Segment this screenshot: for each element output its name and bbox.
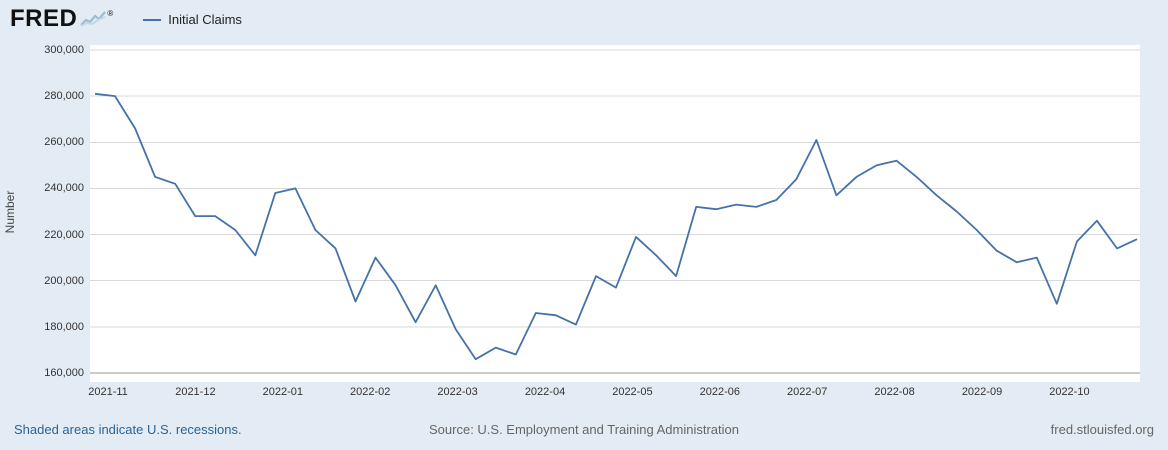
x-tick-label: 2021-12 <box>175 386 216 398</box>
x-tick-label: 2022-08 <box>874 386 915 398</box>
registered-mark: ® <box>107 9 114 18</box>
x-tick-label: 2022-07 <box>787 386 828 398</box>
source-text: Source: U.S. Employment and Training Adm… <box>429 422 739 437</box>
x-tick-label: 2022-09 <box>961 386 1003 398</box>
legend-line-swatch <box>143 18 162 21</box>
fred-logo-chart-icon <box>80 11 107 27</box>
initial-claims-line[interactable] <box>94 92 1138 361</box>
x-tick-label: 2022-01 <box>262 386 303 398</box>
fred-site-link[interactable]: fred.stlouisfed.org <box>1050 422 1154 437</box>
x-tick-label: 2022-06 <box>699 386 740 398</box>
fred-logo-text: FRED <box>10 5 78 32</box>
line-chart-svg <box>90 49 1140 374</box>
y-tick-label: 160,000 <box>44 367 84 379</box>
y-tick-label: 180,000 <box>44 320 84 333</box>
y-tick-label: 300,000 <box>44 44 84 56</box>
footer: Shaded areas indicate U.S. recessions. S… <box>0 422 1168 438</box>
x-tick-label: 2022-10 <box>1049 386 1090 398</box>
header: FRED ® Initial Claims <box>10 5 242 32</box>
legend: Initial Claims <box>143 12 242 27</box>
x-tick-label: 2022-03 <box>437 386 478 398</box>
y-tick-label: 280,000 <box>44 90 84 103</box>
x-tick-label: 2021-11 <box>88 386 128 398</box>
x-tick-label: 2022-02 <box>350 386 391 398</box>
x-tick-label: 2022-04 <box>524 386 566 398</box>
fred-logo[interactable]: FRED ® <box>10 5 114 32</box>
plot-area[interactable] <box>90 45 1140 382</box>
x-tick-label: 2022-05 <box>612 386 653 398</box>
y-axis-title: Number <box>3 190 17 234</box>
recession-note-link[interactable]: Shaded areas indicate U.S. recessions. <box>14 422 242 437</box>
legend-series-label[interactable]: Initial Claims <box>168 12 242 27</box>
